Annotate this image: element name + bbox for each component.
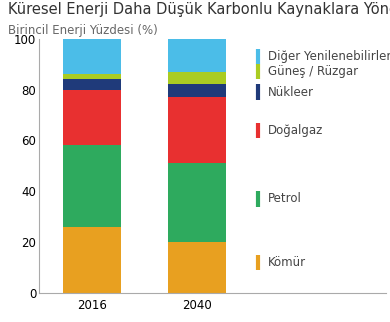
- Bar: [63, 79, 121, 90]
- Bar: [63, 39, 121, 74]
- Text: Nükleer: Nükleer: [268, 86, 314, 99]
- Bar: [168, 163, 226, 242]
- Text: Kömür: Kömür: [268, 256, 307, 269]
- Text: Petrol: Petrol: [268, 193, 302, 205]
- Bar: [168, 97, 226, 163]
- Text: Birincil Enerji Yüzdesi (%): Birincil Enerji Yüzdesi (%): [8, 24, 158, 37]
- Bar: [63, 227, 121, 293]
- Text: Doğalgaz: Doğalgaz: [268, 124, 324, 137]
- Bar: [63, 146, 121, 227]
- Bar: [168, 84, 226, 97]
- Text: Güneş / Rüzgar: Güneş / Rüzgar: [268, 65, 358, 78]
- Bar: [168, 242, 226, 293]
- Bar: [168, 72, 226, 84]
- Bar: [168, 39, 226, 72]
- Text: Diğer Yenilenebilirler: Diğer Yenilenebilirler: [268, 50, 390, 63]
- Bar: [63, 90, 121, 146]
- Bar: [63, 74, 121, 79]
- Text: Küresel Enerji Daha Düşük Karbonlu Kaynaklara Yöneliyor: Küresel Enerji Daha Düşük Karbonlu Kayna…: [8, 2, 390, 17]
